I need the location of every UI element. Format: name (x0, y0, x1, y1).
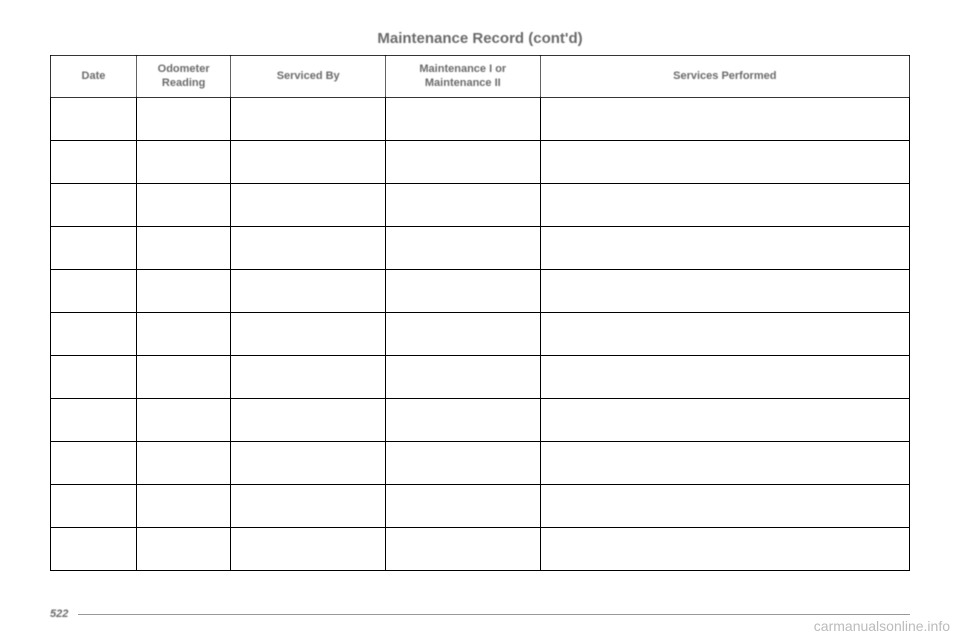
table-row (51, 355, 910, 398)
table-cell (51, 269, 137, 312)
table-cell (385, 226, 540, 269)
table-cell (385, 269, 540, 312)
col-header-services: Services Performed (540, 56, 909, 98)
table-cell (385, 527, 540, 570)
table-cell (136, 140, 230, 183)
table-cell (385, 97, 540, 140)
table-cell (51, 484, 137, 527)
table-cell (51, 355, 137, 398)
table-cell (231, 484, 386, 527)
table-row (51, 97, 910, 140)
table-cell (385, 441, 540, 484)
table-cell (385, 183, 540, 226)
table-cell (540, 269, 909, 312)
page-number: 522 (50, 608, 68, 620)
table-cell (136, 355, 230, 398)
table-cell (136, 97, 230, 140)
table-cell (231, 398, 386, 441)
table-cell (540, 312, 909, 355)
table-cell (136, 441, 230, 484)
table-cell (540, 484, 909, 527)
table-cell (540, 97, 909, 140)
table-row (51, 269, 910, 312)
table-cell (231, 97, 386, 140)
table-row (51, 441, 910, 484)
table-cell (51, 398, 137, 441)
table-cell (385, 312, 540, 355)
table-row (51, 484, 910, 527)
table-row (51, 183, 910, 226)
col-header-maintenance: Maintenance I orMaintenance II (385, 56, 540, 98)
table-cell (136, 269, 230, 312)
table-cell (540, 441, 909, 484)
table-cell (51, 527, 137, 570)
footer-divider (78, 614, 910, 615)
table-row (51, 140, 910, 183)
table-cell (540, 226, 909, 269)
table-cell (231, 312, 386, 355)
watermark-text: carmanualsonline.info (814, 618, 950, 634)
table-cell (540, 140, 909, 183)
table-cell (231, 441, 386, 484)
table-cell (540, 355, 909, 398)
table-cell (51, 183, 137, 226)
table-cell (385, 355, 540, 398)
page-footer: 522 (50, 608, 910, 620)
maintenance-record-table: Date OdometerReading Serviced By Mainten… (50, 55, 910, 571)
table-cell (51, 312, 137, 355)
table-cell (136, 527, 230, 570)
table-cell (385, 484, 540, 527)
table-cell (136, 312, 230, 355)
table-row (51, 312, 910, 355)
table-cell (231, 226, 386, 269)
table-cell (136, 183, 230, 226)
table-cell (136, 226, 230, 269)
table-cell (136, 398, 230, 441)
table-cell (231, 355, 386, 398)
table-cell (136, 484, 230, 527)
table-cell (231, 269, 386, 312)
table-cell (540, 527, 909, 570)
col-header-odometer: OdometerReading (136, 56, 230, 98)
table-cell (231, 527, 386, 570)
table-cell (231, 183, 386, 226)
table-cell (51, 226, 137, 269)
table-cell (51, 97, 137, 140)
table-body (51, 97, 910, 570)
table-cell (540, 398, 909, 441)
table-row (51, 398, 910, 441)
table-cell (231, 140, 386, 183)
table-cell (51, 441, 137, 484)
table-cell (385, 140, 540, 183)
table-header-row: Date OdometerReading Serviced By Mainten… (51, 56, 910, 98)
table-cell (385, 398, 540, 441)
table-cell (51, 140, 137, 183)
table-cell (540, 183, 909, 226)
table-row (51, 226, 910, 269)
col-header-serviced-by: Serviced By (231, 56, 386, 98)
page-title: Maintenance Record (cont'd) (50, 30, 910, 47)
table-row (51, 527, 910, 570)
col-header-date: Date (51, 56, 137, 98)
